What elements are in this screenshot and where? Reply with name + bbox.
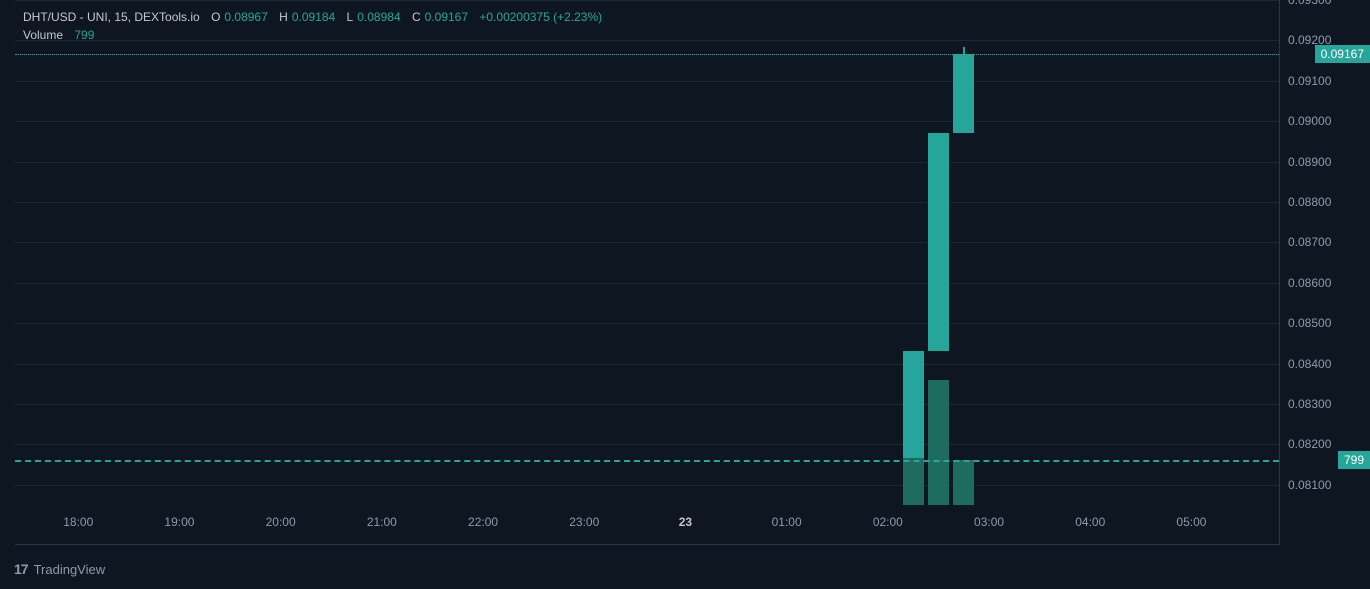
x-tick-label: 23 xyxy=(679,515,692,529)
volume-bar xyxy=(903,458,924,505)
x-tick-label: 19:00 xyxy=(164,515,194,529)
tradingview-logo-icon: 17 xyxy=(14,561,28,577)
close-prefix: C xyxy=(412,8,421,26)
x-tick-label: 18:00 xyxy=(63,515,93,529)
y-tick-label: 0.08600 xyxy=(1288,276,1331,290)
x-tick-label: 01:00 xyxy=(772,515,802,529)
high-prefix: H xyxy=(279,8,288,26)
close-value: 0.09167 xyxy=(425,8,468,26)
y-tick-label: 0.08500 xyxy=(1288,316,1331,330)
candle xyxy=(903,351,924,460)
y-tick-label: 0.08400 xyxy=(1288,357,1331,371)
x-tick-label: 21:00 xyxy=(367,515,397,529)
tradingview-label: TradingView xyxy=(34,562,106,577)
y-tick-label: 0.08300 xyxy=(1288,397,1331,411)
y-tick-label: 0.09100 xyxy=(1288,74,1331,88)
chart-area[interactable]: DHT/USD - UNI, 15, DEXTools.io O0.08967 … xyxy=(15,0,1280,545)
volume-badge: 799 xyxy=(1338,451,1370,469)
y-tick-label: 0.08200 xyxy=(1288,437,1331,451)
x-tick-label: 23:00 xyxy=(569,515,599,529)
volume-label: Volume xyxy=(23,26,63,44)
candle-wick xyxy=(963,47,965,54)
y-axis: 0.093000.092000.091000.090000.089000.088… xyxy=(1280,0,1370,545)
y-tick-label: 0.08900 xyxy=(1288,155,1331,169)
candle xyxy=(953,54,974,134)
x-tick-label: 04:00 xyxy=(1075,515,1105,529)
volume-bar xyxy=(953,460,974,505)
open-value: 0.08967 xyxy=(224,8,267,26)
y-tick-label: 0.08700 xyxy=(1288,235,1331,249)
x-tick-label: 03:00 xyxy=(974,515,1004,529)
candlesticks xyxy=(15,0,1279,544)
footer-brand: 17 TradingView xyxy=(14,561,105,577)
y-tick-label: 0.08100 xyxy=(1288,478,1331,492)
x-tick-label: 20:00 xyxy=(266,515,296,529)
high-value: 0.09184 xyxy=(292,8,335,26)
low-prefix: L xyxy=(347,8,354,26)
volume-value: 799 xyxy=(74,26,94,44)
chart-header: DHT/USD - UNI, 15, DEXTools.io O0.08967 … xyxy=(23,8,602,44)
volume-bar xyxy=(928,380,949,505)
x-tick-label: 02:00 xyxy=(873,515,903,529)
symbol-label: DHT/USD - UNI, 15, DEXTools.io xyxy=(23,8,200,26)
candle xyxy=(928,133,949,351)
current-price-badge: 0.09167 xyxy=(1315,45,1370,63)
x-tick-label: 05:00 xyxy=(1176,515,1206,529)
x-tick-label: 22:00 xyxy=(468,515,498,529)
open-prefix: O xyxy=(211,8,220,26)
x-axis: 18:00 19:00 20:00 21:00 22:00 23:00 23 01:00 02:… xyxy=(15,508,1280,538)
y-tick-label: 0.09000 xyxy=(1288,114,1331,128)
y-tick-label: 0.08800 xyxy=(1288,195,1331,209)
change-value: +0.00200375 (+2.23%) xyxy=(479,8,602,26)
y-tick-label: 0.09300 xyxy=(1288,0,1331,7)
low-value: 0.08984 xyxy=(357,8,400,26)
